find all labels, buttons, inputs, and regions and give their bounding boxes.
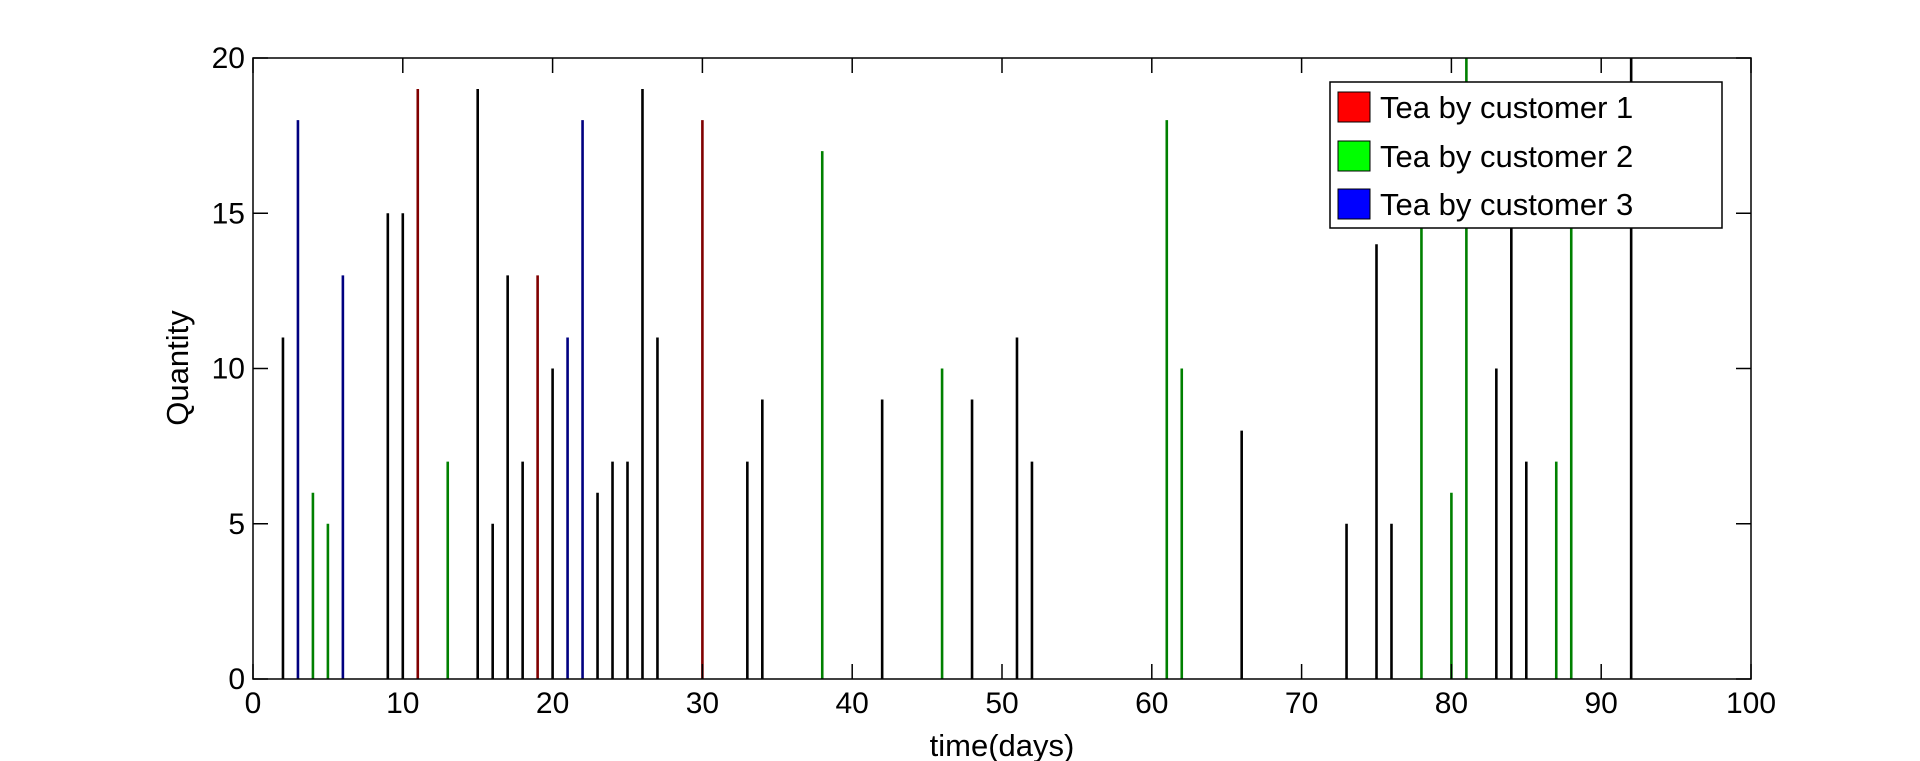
legend-box [1329,81,1723,229]
y-tick-label: 15 [212,197,245,230]
x-tick-label: 40 [836,687,869,720]
x-tick-label: 70 [1285,687,1318,720]
x-tick-label: 0 [245,687,262,720]
y-tick-label: 0 [228,663,245,696]
legend-swatch-customer-1 [1337,91,1371,123]
legend-swatch-customer-2 [1337,140,1371,172]
x-tick-label: 50 [985,687,1018,720]
x-tick-label: 100 [1726,687,1776,720]
legend-label-customer-3: Tea by customer 3 [1380,187,1633,222]
y-tick-label: 20 [212,42,245,75]
legend-label-customer-1: Tea by customer 1 [1380,90,1633,125]
y-tick-label: 10 [212,353,245,386]
plot-frame [252,57,1752,680]
x-tick-label: 80 [1435,687,1468,720]
x-tick-label: 10 [386,687,419,720]
x-tick-label: 20 [536,687,569,720]
legend-label-customer-2: Tea by customer 2 [1380,139,1633,174]
x-tick-label: 60 [1135,687,1168,720]
legend: Tea by customer 1 Tea by customer 2 Tea … [1329,81,1723,229]
x-tick-label: 30 [686,687,719,720]
x-tick-label: 90 [1585,687,1618,720]
tick-labels: 0 10 20 30 40 50 60 70 80 90 100 0 5 10 15 20 [212,42,1776,720]
y-axis-label: Quantity [160,310,195,426]
y-tick-label: 5 [228,508,245,541]
legend-swatch-customer-3 [1337,188,1371,220]
x-axis-label: time(days) [930,728,1075,761]
bars [281,58,1633,679]
